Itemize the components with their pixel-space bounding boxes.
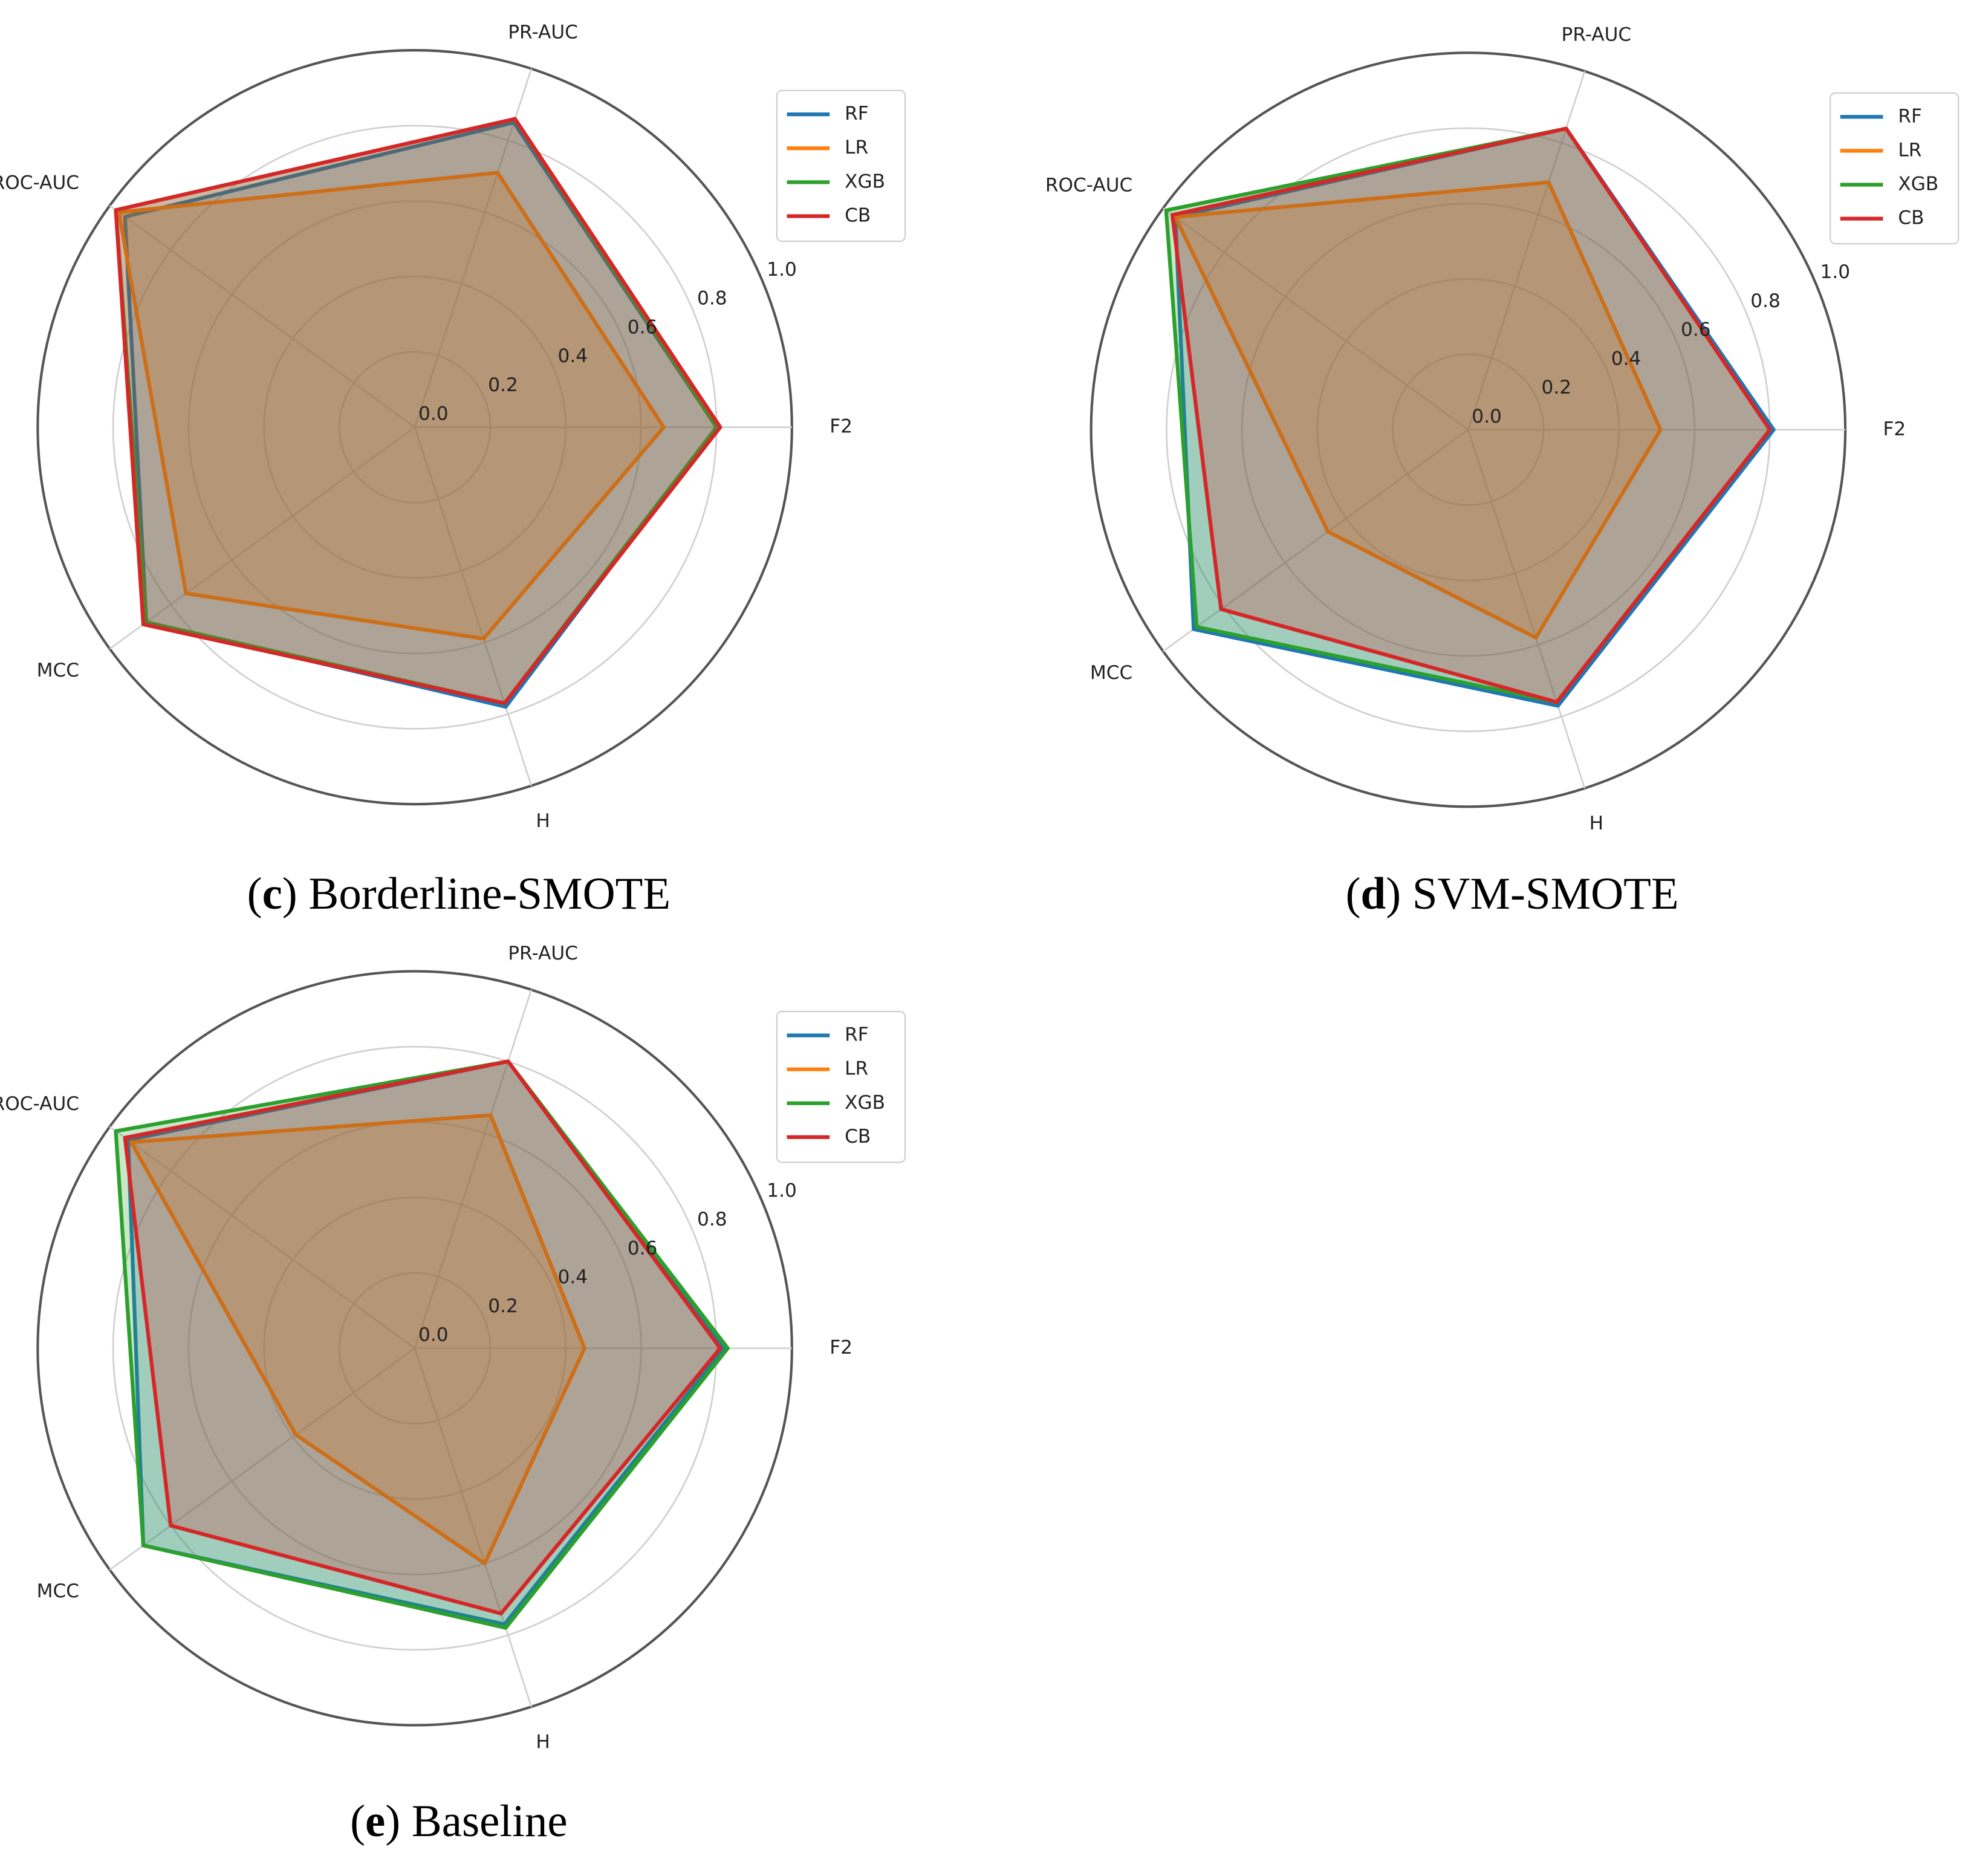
- series-line: [1173, 180, 1663, 640]
- series-line: [1170, 126, 1772, 704]
- r-tick-label: 0.4: [558, 345, 588, 367]
- legend-label: XGB: [845, 170, 885, 192]
- r-tick-label: 1.0: [767, 1180, 797, 1201]
- legend-box: [776, 1011, 906, 1163]
- spoke: [109, 1347, 415, 1571]
- r-tick-label: 1.0: [767, 259, 797, 281]
- r-tick-label: 0.0: [1472, 406, 1502, 427]
- axis-label: PR-AUC: [508, 21, 578, 43]
- axis-label: F2: [1883, 418, 1906, 440]
- series-line: [114, 117, 722, 706]
- legend-label: CB: [845, 204, 871, 226]
- spoke: [414, 989, 533, 1349]
- spoke: [1162, 429, 1469, 652]
- legend-label: CB: [1898, 207, 1924, 229]
- r-tick-label: 0.2: [1542, 377, 1572, 398]
- r-tick-label: 0.6: [628, 1238, 658, 1259]
- axis-label: H: [536, 1731, 550, 1753]
- axis-label: PR-AUC: [508, 943, 578, 964]
- axis-label: ROC-AUC: [0, 172, 79, 194]
- axis-label: MCC: [37, 660, 79, 681]
- caption: (c) Borderline-SMOTE: [247, 869, 671, 919]
- series-line: [117, 170, 666, 641]
- caption: (e) Baseline: [350, 1796, 567, 1846]
- r-tick-label: 0.0: [418, 1324, 449, 1346]
- legend-label: CB: [845, 1126, 871, 1147]
- spoke: [1467, 429, 1586, 789]
- axis-label: MCC: [1090, 662, 1132, 684]
- series-fill: [125, 122, 717, 707]
- radar-chart: 0.0 0.2 0.4 0.6 0.8 1.0 F2 PR-AUC ROC-AUC MCC H RF L…: [1045, 24, 1960, 919]
- legend-box: [1830, 92, 1960, 245]
- caption: (d) SVM-SMOTE: [1346, 869, 1679, 919]
- axis-label: H: [536, 810, 550, 832]
- r-tick-label: 0.8: [697, 288, 727, 310]
- legend-label: RF: [1898, 105, 1922, 127]
- series-fill: [115, 1061, 728, 1628]
- spoke: [109, 205, 415, 428]
- caption-part: e: [365, 1796, 385, 1846]
- caption-part: (: [350, 1796, 365, 1846]
- caption-part: ) Borderline-SMOTE: [282, 869, 671, 919]
- series-line: [123, 120, 719, 709]
- legend-label: LR: [845, 1058, 868, 1080]
- spoke: [109, 1126, 415, 1349]
- caption-part: (: [247, 869, 262, 919]
- axis-label: ROC-AUC: [0, 1093, 79, 1115]
- legend-label: LR: [845, 137, 868, 158]
- series-fill: [115, 118, 721, 704]
- axis-label: H: [1589, 813, 1603, 834]
- r-tick-label: 0.0: [418, 403, 449, 425]
- r-tick-label: 0.2: [488, 1295, 518, 1317]
- r-tick-label: 0.4: [558, 1267, 588, 1288]
- spoke: [414, 1348, 533, 1707]
- legend-label: LR: [1898, 139, 1921, 161]
- radar-chart: 0.0 0.2 0.4 0.6 0.8 1.0 F2 PR-AUC ROC-AUC MCC H RF L…: [0, 21, 906, 919]
- caption-part: (: [1346, 869, 1361, 919]
- spoke: [414, 427, 533, 787]
- series-fill: [125, 1061, 721, 1614]
- series-fill: [128, 1061, 724, 1624]
- axis-label: F2: [830, 1337, 852, 1358]
- r-tick-label: 1.0: [1820, 261, 1851, 283]
- spoke: [1162, 207, 1469, 430]
- series-fill: [1175, 182, 1661, 638]
- radar-chart: 0.0 0.2 0.4 0.6 0.8 1.0 F2 PR-AUC ROC-AUC MCC H RF L…: [0, 943, 906, 1846]
- r-tick-label: 0.6: [628, 316, 658, 338]
- axis-label: PR-AUC: [1562, 24, 1632, 46]
- spoke: [109, 426, 415, 650]
- legend-label: XGB: [1898, 174, 1938, 195]
- legend-label: RF: [845, 103, 869, 125]
- r-tick-label: 0.6: [1681, 319, 1711, 341]
- series-fill: [119, 172, 664, 639]
- caption-part: c: [262, 869, 282, 919]
- series-fill: [1175, 128, 1774, 706]
- series-fill: [1172, 128, 1770, 703]
- r-tick-label: 0.8: [1750, 290, 1781, 312]
- series-fill: [115, 118, 717, 704]
- r-tick-label: 0.2: [488, 374, 518, 396]
- legend-label: RF: [845, 1024, 869, 1046]
- axis-label: ROC-AUC: [1045, 175, 1132, 196]
- axis-label: MCC: [37, 1580, 79, 1602]
- series-line: [123, 1059, 722, 1615]
- legend-box: [776, 89, 906, 242]
- r-tick-label: 0.4: [1611, 348, 1641, 369]
- r-tick-label: 0.8: [697, 1209, 727, 1230]
- series-fill: [131, 1115, 585, 1563]
- caption-part: d: [1361, 869, 1386, 919]
- spoke: [414, 68, 533, 428]
- axis-label: F2: [830, 416, 852, 438]
- caption-part: ) SVM-SMOTE: [1386, 869, 1678, 919]
- legend-label: XGB: [845, 1092, 885, 1114]
- series-fill: [1166, 128, 1770, 703]
- spoke: [1467, 71, 1586, 430]
- caption-part: ) Baseline: [385, 1796, 567, 1846]
- series-line: [129, 1113, 586, 1566]
